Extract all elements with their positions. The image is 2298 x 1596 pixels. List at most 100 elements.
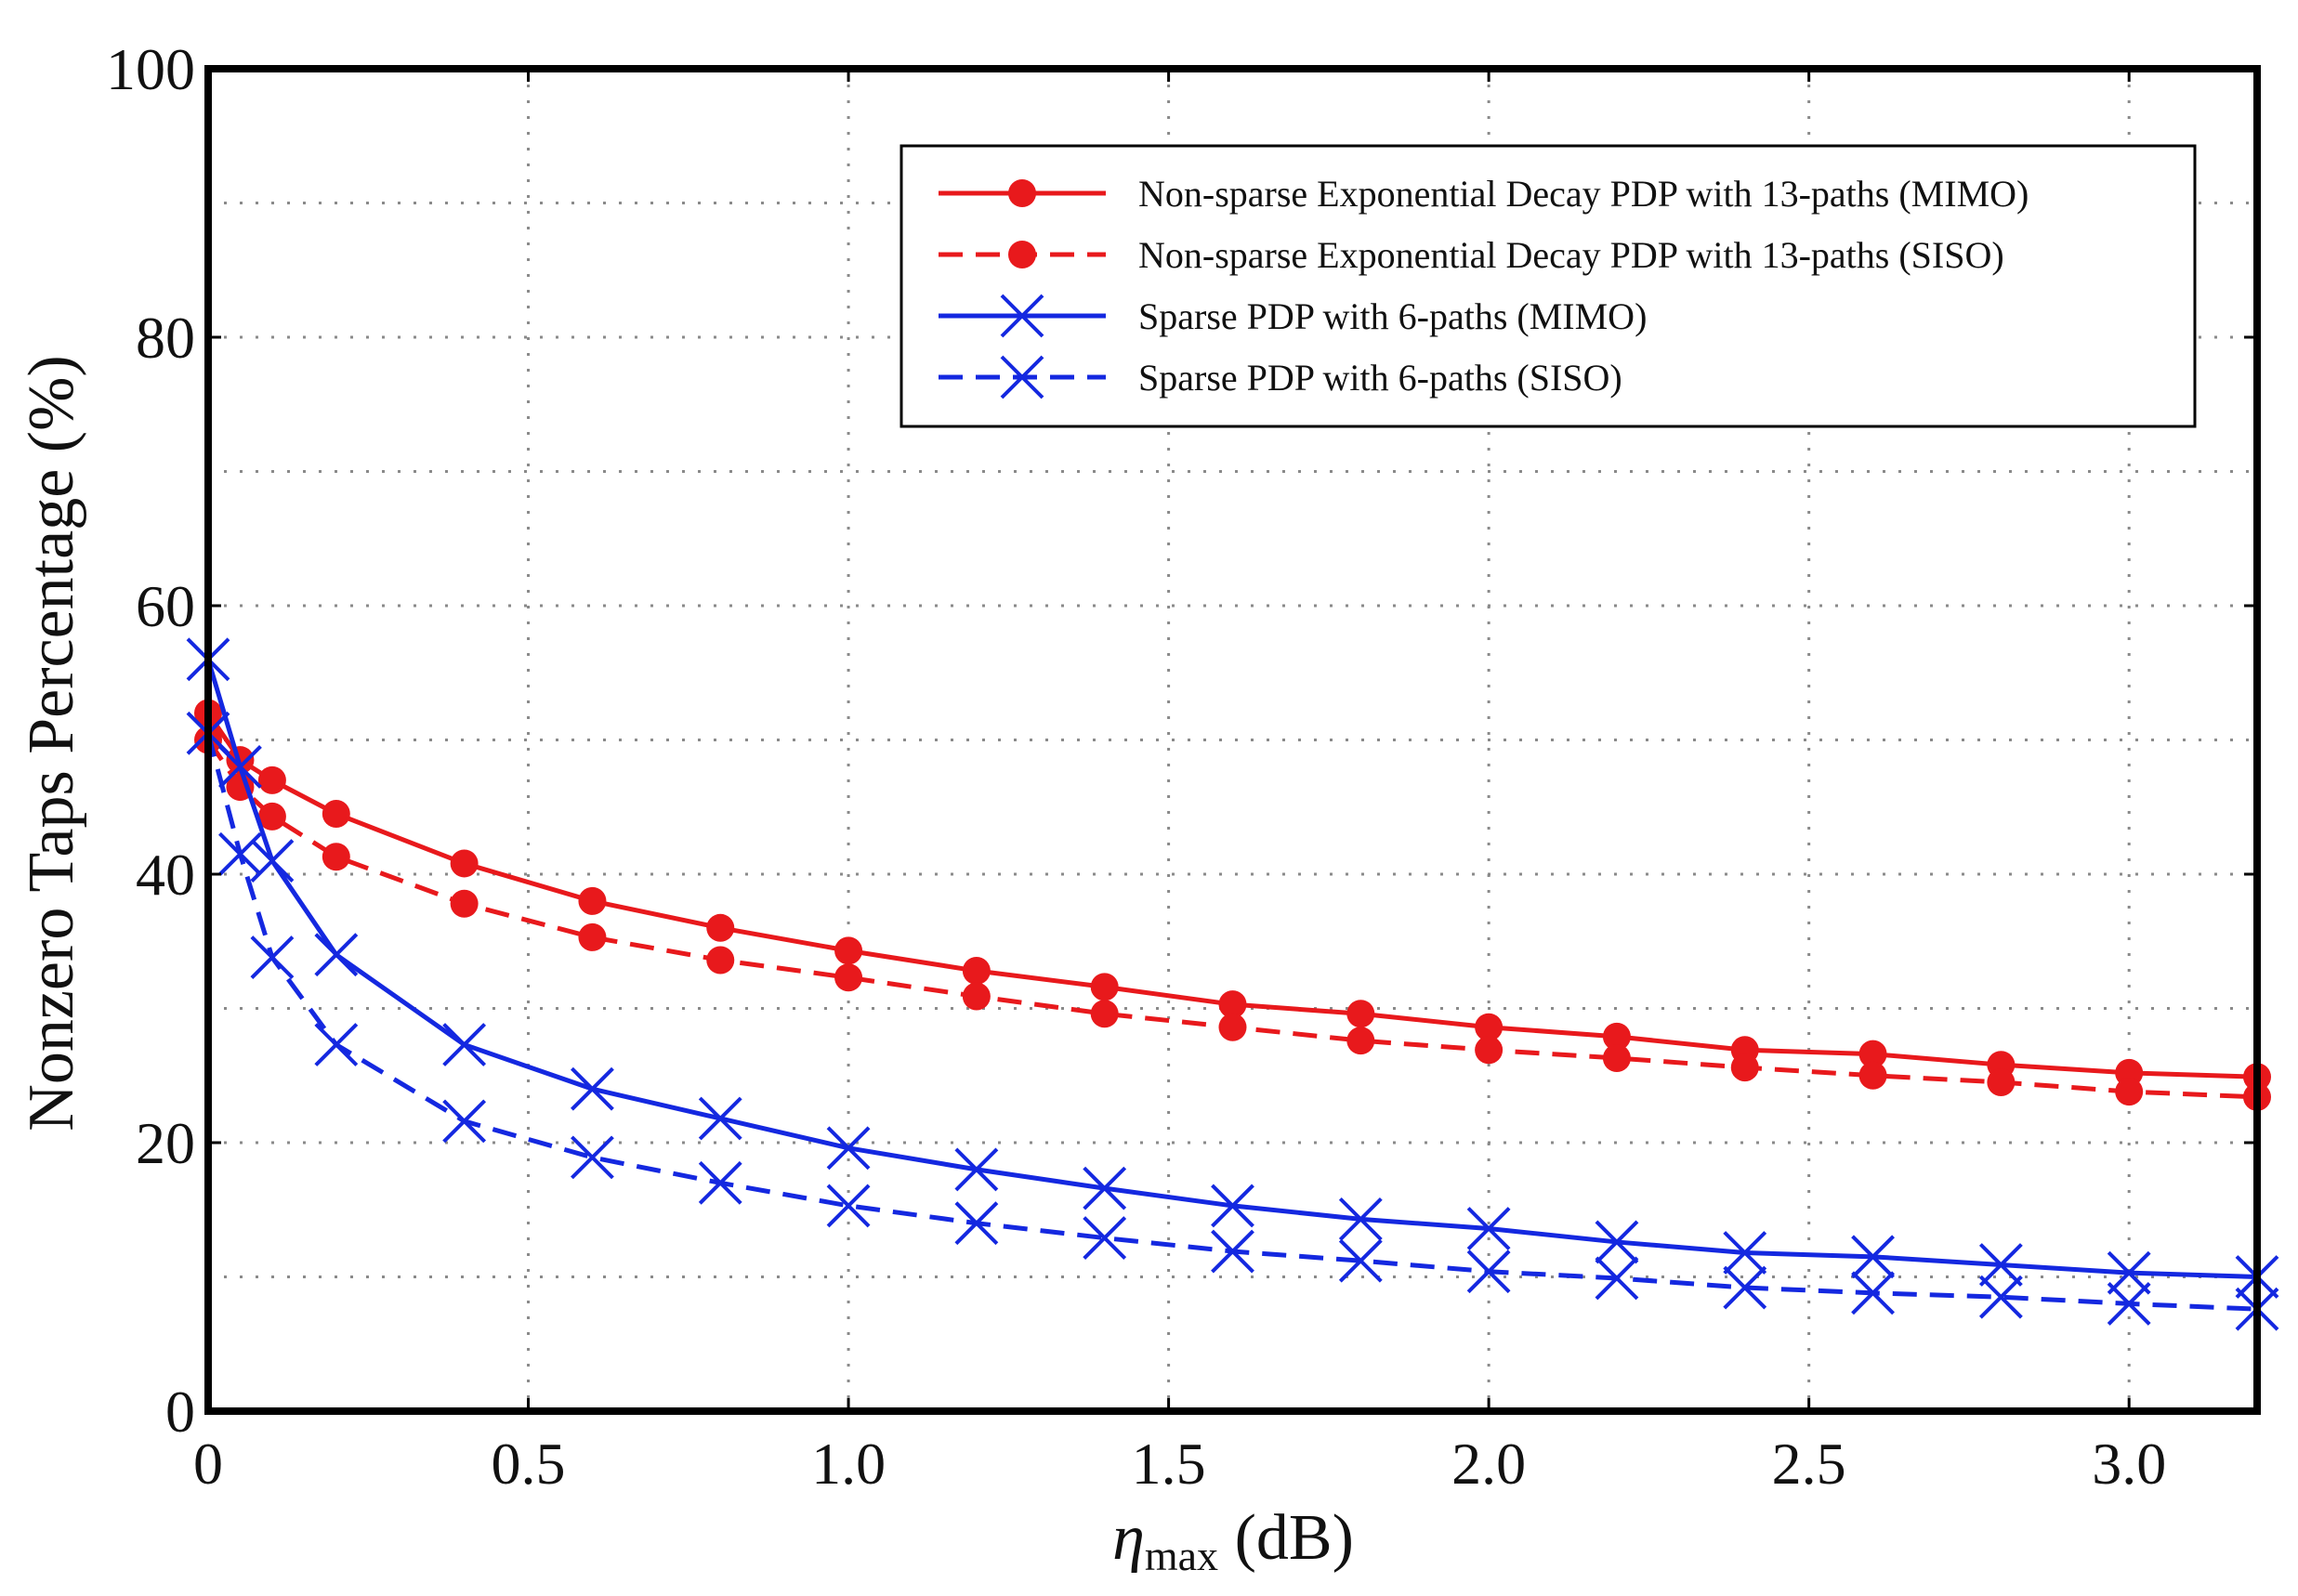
legend-entry: Sparse PDP with 6-paths (SISO) <box>939 355 1622 399</box>
data-point-stroke <box>250 935 295 980</box>
data-point-stroke <box>1211 1229 1254 1274</box>
x-tick-label: 0.5 <box>492 1431 566 1497</box>
data-point <box>698 1096 742 1141</box>
data-point <box>1987 1067 2016 1096</box>
data-point <box>1090 973 1119 1001</box>
data-point <box>578 886 607 915</box>
series-layer <box>186 637 2279 1331</box>
legend-label: Sparse PDP with 6-paths (SISO) <box>1138 357 1622 399</box>
data-point <box>1730 1053 1759 1082</box>
y-tick-label: 40 <box>136 842 195 908</box>
data-point <box>698 1160 742 1205</box>
legend-entry: Non-sparse Exponential Decay PDP with 13… <box>939 234 2004 276</box>
data-point <box>1851 1271 1895 1315</box>
legend-entry: Non-sparse Exponential Decay PDP with 13… <box>939 173 2029 215</box>
legend-label: Non-sparse Exponential Decay PDP with 13… <box>1138 173 2029 215</box>
data-point <box>218 831 262 876</box>
data-point-stroke <box>698 1096 742 1141</box>
data-point <box>1723 1231 1767 1275</box>
data-point <box>706 946 735 975</box>
data-point <box>1466 1249 1511 1294</box>
data-point <box>1723 1265 1767 1310</box>
data-point <box>1602 1022 1631 1051</box>
data-point-stroke <box>571 1135 614 1180</box>
data-point <box>322 799 350 828</box>
data-point <box>962 982 991 1011</box>
data-point-stroke <box>698 1160 742 1205</box>
x-axis-label-subscript: max <box>1145 1532 1218 1579</box>
x-tick-label: 2.0 <box>1451 1431 1526 1497</box>
data-point <box>1083 1216 1127 1261</box>
data-point <box>1851 1235 1895 1279</box>
data-point-stroke <box>1978 1243 2023 1287</box>
data-point <box>1858 1061 1887 1090</box>
series-line <box>205 659 2258 1279</box>
data-point <box>1346 1027 1375 1055</box>
data-point-stroke <box>954 1201 999 1246</box>
data-point <box>257 802 286 831</box>
data-point <box>1475 1013 1504 1041</box>
data-point-stroke <box>218 831 262 876</box>
x-tick-label: 2.5 <box>1772 1431 1846 1497</box>
data-point <box>442 1023 487 1066</box>
data-point-stroke <box>826 1184 871 1228</box>
legend-marker-stroke <box>1000 355 1044 399</box>
data-point-stroke <box>1595 1220 1639 1264</box>
series-1 <box>194 699 2271 1092</box>
y-axis-label: Nonzero Taps Percentage (%) <box>16 355 87 1131</box>
data-point <box>954 1147 999 1192</box>
legend-entry: Sparse PDP with 6-paths (MIMO) <box>939 294 1647 338</box>
data-point <box>2115 1078 2144 1106</box>
data-point <box>2107 1281 2151 1326</box>
series-line <box>205 739 2258 1100</box>
data-point-stroke <box>954 1147 999 1192</box>
data-point <box>1218 1013 1247 1041</box>
legend-marker <box>1008 241 1036 268</box>
data-point <box>1466 1207 1511 1250</box>
x-axis-label-symbol: η <box>1112 1502 1145 1574</box>
legend-box <box>900 144 2197 428</box>
legend: Non-sparse Exponential Decay PDP with 13… <box>900 144 2197 428</box>
data-point <box>2107 1250 2151 1295</box>
x-tick-label: 1.0 <box>811 1431 886 1497</box>
data-point <box>826 1126 871 1171</box>
x-axis-label-unit: (dB) <box>1218 1502 1354 1574</box>
data-point-stroke <box>1851 1271 1895 1315</box>
legend-label: Sparse PDP with 6-paths (MIMO) <box>1138 295 1647 337</box>
legend-marker <box>1000 355 1044 399</box>
data-point-stroke <box>218 744 262 789</box>
data-point-stroke <box>1723 1231 1767 1275</box>
x-tick-label: 1.5 <box>1132 1431 1206 1497</box>
data-point <box>1595 1256 1639 1301</box>
data-point <box>314 1023 359 1066</box>
data-point-stroke <box>314 1023 359 1066</box>
data-point-stroke <box>2107 1281 2151 1326</box>
data-point-stroke <box>442 1099 487 1144</box>
data-point <box>1338 1197 1383 1241</box>
legend-label: Non-sparse Exponential Decay PDP with 13… <box>1138 234 2004 276</box>
data-point <box>1338 1238 1383 1283</box>
data-point-stroke <box>1978 1275 2023 1319</box>
tick-layer: 0 0.5 1.0 1.5 2.0 2.5 3.0 0 20 40 60 80 100 <box>106 36 2257 1497</box>
data-point-stroke <box>571 1066 614 1111</box>
y-tick-label: 20 <box>136 1110 195 1176</box>
data-point <box>954 1201 999 1246</box>
data-point <box>834 936 863 965</box>
data-point <box>1090 1000 1119 1028</box>
data-point <box>571 1066 614 1111</box>
data-point <box>314 933 359 977</box>
data-point <box>1083 1166 1127 1210</box>
data-point-stroke <box>1466 1249 1511 1294</box>
data-point-stroke <box>1083 1166 1127 1210</box>
y-tick-label: 80 <box>136 305 195 371</box>
y-tick-label: 60 <box>136 573 195 639</box>
data-point-stroke <box>442 1023 487 1066</box>
data-point <box>322 843 350 871</box>
data-point <box>826 1184 871 1228</box>
data-point <box>1346 1000 1375 1028</box>
legend-marker-stroke <box>1000 294 1044 338</box>
data-point <box>1595 1220 1639 1264</box>
data-point <box>1211 1184 1254 1228</box>
data-point-stroke <box>1211 1184 1254 1228</box>
